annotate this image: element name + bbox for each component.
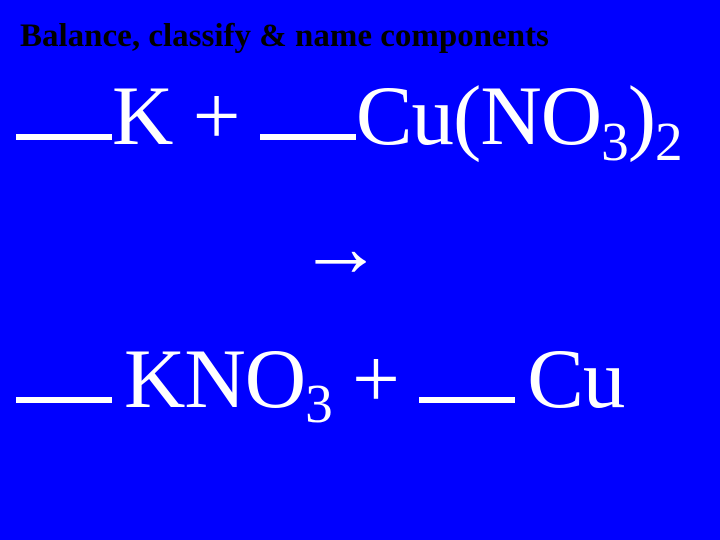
reactant-2-sub-2: 2: [655, 111, 682, 172]
slide: Balance, classify & name components K + …: [0, 0, 720, 540]
product-2: Cu: [527, 332, 624, 426]
coefficient-blank-1: [16, 91, 112, 140]
coefficient-blank-3: [16, 353, 112, 402]
reactant-2-paren: ): [628, 69, 655, 163]
slide-title: Balance, classify & name components: [20, 18, 700, 54]
reactant-1: K: [112, 69, 172, 163]
plus-sign-2: +: [352, 332, 399, 426]
reaction-arrow-line: →: [0, 204, 700, 293]
reactant-2-part-a: Cu(NO: [356, 69, 601, 163]
equation-products-line: KNO3 + Cu: [16, 335, 700, 424]
product-1-sub: 3: [305, 373, 332, 434]
reaction-arrow-icon: →: [298, 201, 382, 295]
plus-sign: +: [193, 69, 240, 163]
reactant-2-sub-1: 3: [601, 111, 628, 172]
equation-reactants-line: K + Cu(NO3)2: [16, 72, 700, 161]
coefficient-blank-2: [260, 91, 356, 140]
product-1-base: KNO: [124, 332, 305, 426]
coefficient-blank-4: [419, 353, 515, 402]
